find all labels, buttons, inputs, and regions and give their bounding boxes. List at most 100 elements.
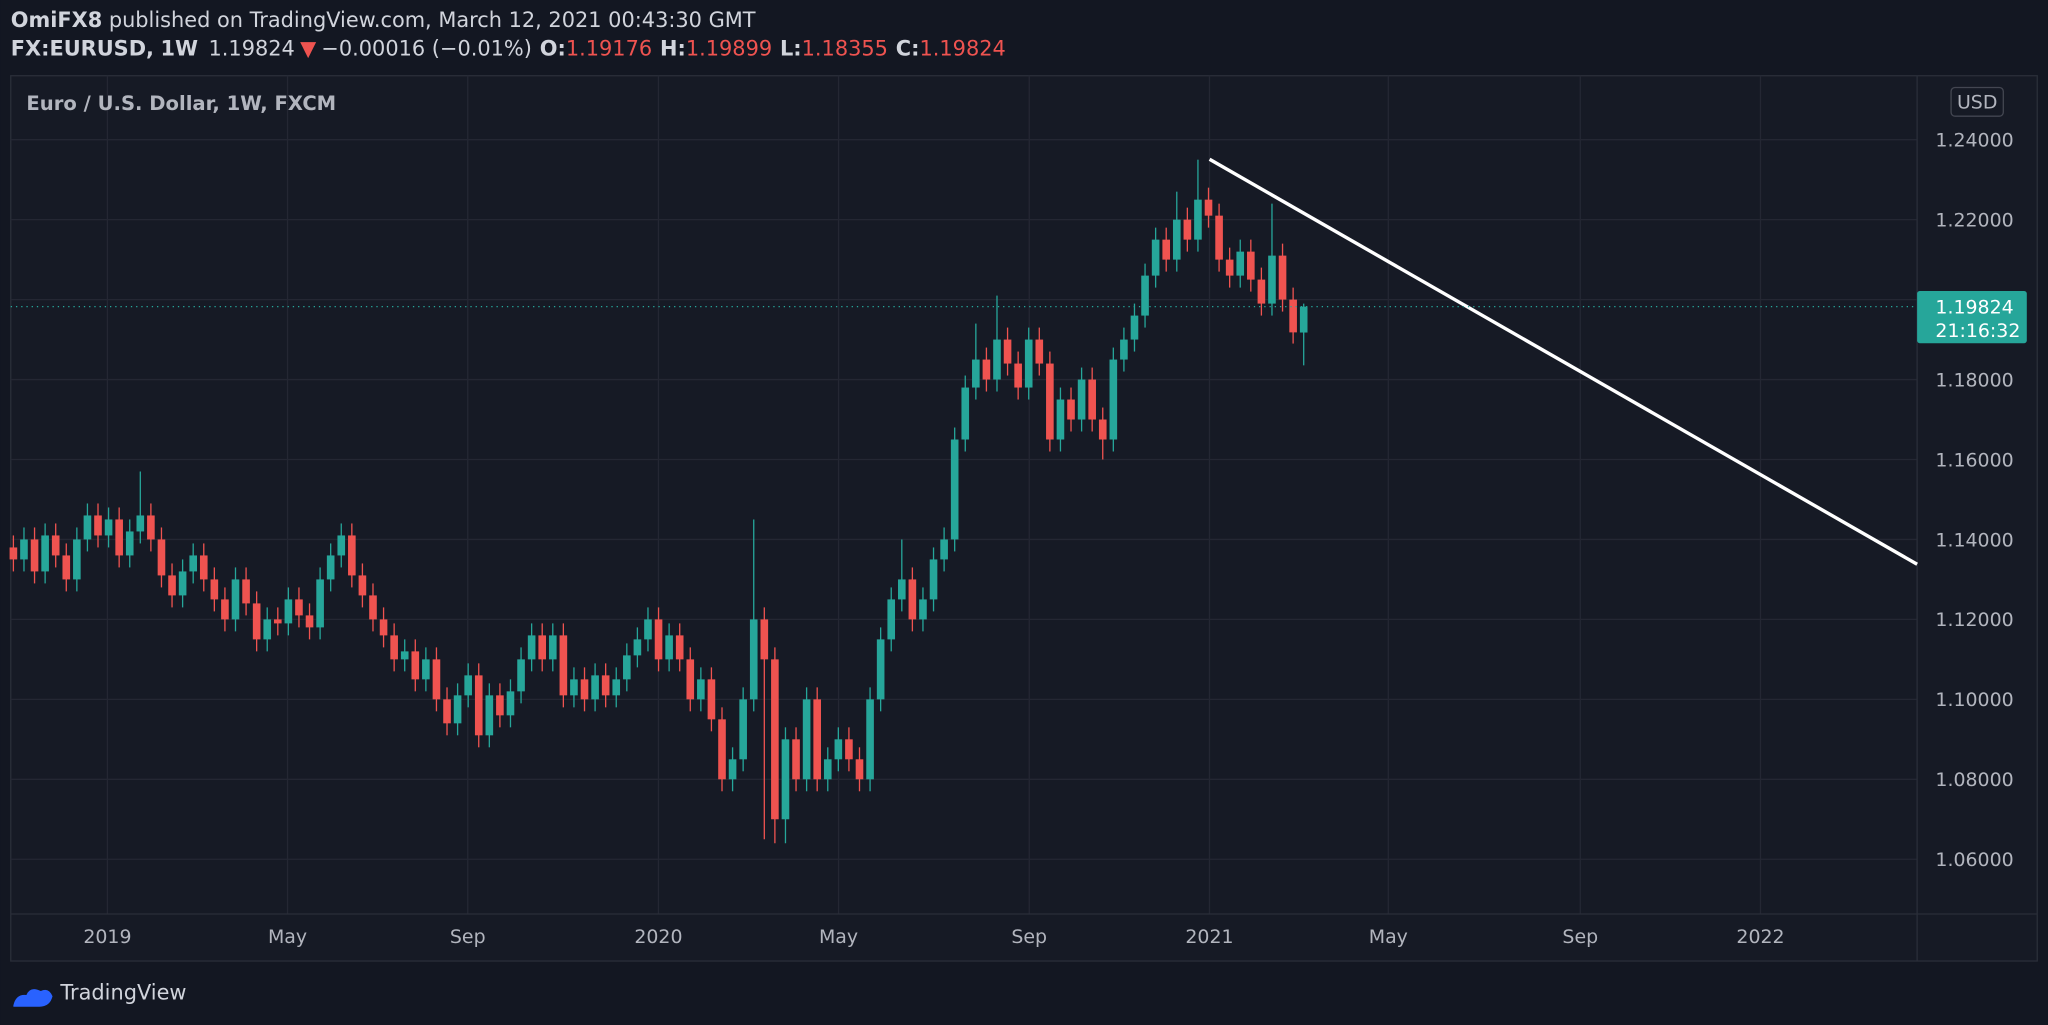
candle-body (993, 339, 1001, 380)
publisher: OmiFX8 (11, 8, 103, 32)
candle-body (781, 739, 790, 820)
candle-body (41, 535, 49, 572)
c-label: C: (896, 37, 920, 61)
candles (9, 159, 1308, 844)
candle-body (591, 675, 599, 700)
candle-body (813, 699, 821, 780)
candle-body (1278, 255, 1287, 300)
y-tick-label: 1.18000 (1935, 369, 2013, 391)
candle-body (453, 695, 462, 724)
candle-body (1088, 379, 1096, 420)
chart-title: Euro / U.S. Dollar, 1W, FXCM (26, 92, 336, 115)
symbol: FX:EURUSD, (11, 37, 154, 61)
candle-body (1236, 251, 1245, 276)
x-tick-label: 2019 (83, 926, 131, 948)
candle-body (51, 535, 60, 556)
candle-body (390, 635, 398, 660)
x-tick-label: Sep (450, 926, 486, 948)
y-tick-label: 1.22000 (1935, 209, 2013, 231)
candle-body (792, 739, 800, 780)
candle-body (485, 695, 494, 736)
candle-body (570, 679, 578, 696)
trendline (1208, 157, 1918, 566)
candle-body (1162, 239, 1171, 260)
candle-body (30, 539, 39, 572)
candle-body (1151, 239, 1160, 276)
candle-body (115, 519, 123, 556)
candle-body (506, 691, 515, 716)
candle-body (845, 739, 853, 760)
candle-body (1183, 219, 1192, 240)
candle-body (20, 539, 28, 560)
last-price-box (1917, 290, 2027, 344)
candle-body (168, 575, 176, 596)
candle-body (178, 571, 187, 596)
x-tick-label: Sep (1562, 926, 1598, 948)
candle-body (1003, 339, 1012, 364)
published: published on TradingView.com, March 12, … (109, 8, 756, 32)
candle-body (707, 679, 716, 720)
currency-box[interactable] (1950, 86, 2004, 117)
candle-body (739, 699, 747, 760)
o-label: O: (540, 37, 566, 61)
x-tick-label: Sep (1011, 926, 1047, 948)
candle-body (855, 759, 864, 780)
candle-body (1077, 379, 1086, 420)
candle-body (517, 659, 525, 692)
candle-body (1130, 315, 1139, 340)
candle-body (125, 531, 134, 556)
candle-body (231, 579, 240, 620)
candle-body (263, 619, 272, 640)
candle-body (189, 555, 197, 572)
tradingview-logo (13, 989, 53, 1007)
candle-body (9, 547, 18, 560)
c-value: 1.19824 (919, 37, 1005, 61)
candle-body (1247, 251, 1255, 280)
change: −0.00016 (−0.01%) (321, 37, 532, 61)
candle-body (771, 659, 779, 820)
candle-body (157, 539, 166, 576)
candle-body (221, 599, 229, 620)
candle-body (1215, 215, 1223, 260)
countdown: 21:16:32 (1935, 320, 2020, 342)
candle-body (919, 599, 927, 620)
candle-body (1024, 339, 1033, 388)
candle-body (348, 535, 356, 576)
candle-body (1035, 339, 1044, 364)
candle-body (326, 555, 335, 580)
candle-body (654, 619, 663, 660)
candle-body (950, 439, 959, 540)
candle-body (474, 675, 483, 736)
candle-body (1109, 359, 1118, 440)
h-label: H: (660, 37, 686, 61)
candle-body (982, 359, 991, 380)
candle-body (601, 675, 610, 696)
candle-body (337, 535, 346, 556)
candle-body (242, 579, 250, 604)
candle-body (908, 579, 917, 620)
x-tick-label: May (819, 926, 858, 948)
candle-body (1067, 399, 1075, 420)
candle-body (897, 579, 906, 600)
candle-body (876, 639, 885, 700)
candle-body (760, 619, 769, 660)
symbol-line: FX:EURUSD, 1W 1.19824 ▼ −0.00016 (−0.01%) O:1… (11, 37, 1006, 61)
candle-body (612, 679, 621, 696)
candle-body (1098, 419, 1107, 440)
candle-body (580, 679, 589, 700)
candle-body (358, 575, 367, 596)
candle-body (538, 635, 547, 660)
currency[interactable]: USD (1957, 92, 1997, 114)
y-tick-label: 1.12000 (1935, 609, 2013, 631)
candle-body (749, 619, 758, 700)
candle-body (961, 387, 970, 440)
candle-body (1204, 199, 1213, 216)
candle-body (527, 635, 536, 660)
candle-body (1225, 259, 1234, 276)
y-tick-label: 1.06000 (1935, 849, 2013, 871)
candle-body (972, 359, 980, 388)
x-tick-label: 2020 (634, 926, 682, 948)
candle-body (1120, 339, 1128, 360)
candle-body (432, 659, 441, 700)
candle-body (411, 651, 420, 680)
